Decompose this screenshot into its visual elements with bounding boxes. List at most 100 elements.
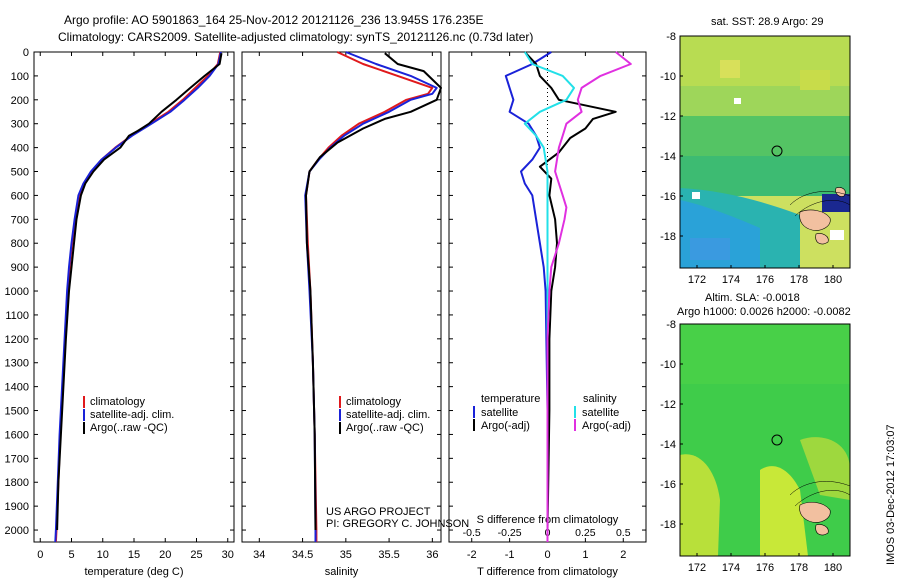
sst-map: 172 174 176 178 180 -8 -10 -12 -14 -16 -18 bbox=[660, 31, 851, 286]
lon-tick-label: 178 bbox=[790, 562, 808, 574]
s-tick-label: -0.25 bbox=[498, 527, 522, 539]
temperature-legend: climatology satellite-adj. clim. Argo(..… bbox=[83, 396, 174, 434]
lon-tick-label: 178 bbox=[790, 274, 808, 286]
lon-tick-label: 176 bbox=[756, 562, 774, 574]
depth-tick-label: 1800 bbox=[5, 477, 29, 489]
legend-satellite-adj: satellite-adj. clim. bbox=[90, 409, 174, 421]
legend-s-argo: Argo(-adj) bbox=[582, 420, 631, 432]
x-tick-label: 36 bbox=[426, 549, 438, 561]
pi-credit: PI: GREGORY C. JOHNSON bbox=[326, 518, 469, 530]
x-axis-label: salinity bbox=[325, 566, 359, 578]
depth-tick-label: 0 bbox=[23, 47, 29, 59]
argo-location-marker bbox=[771, 145, 783, 157]
lat-tick-label: -12 bbox=[660, 111, 676, 123]
legend-temperature-heading: temperature bbox=[481, 393, 540, 405]
legend-argo: Argo(..raw -QC) bbox=[90, 422, 168, 434]
depth-tick-label: 1500 bbox=[5, 406, 29, 418]
legend-argo: Argo(..raw -QC) bbox=[346, 422, 424, 434]
depth-tick-label: 1100 bbox=[5, 310, 29, 322]
sla-map-title-line2: Argo h1000: 0.0026 h2000: -0.0082 bbox=[677, 306, 851, 318]
lat-tick-label: -16 bbox=[660, 479, 676, 491]
salinity-legend: climatology satellite-adj. clim. Argo(..… bbox=[339, 396, 430, 434]
imos-timestamp: IMOS 03-Dec-2012 17:03:07 bbox=[885, 424, 897, 565]
depth-tick-label: 1900 bbox=[5, 501, 29, 513]
figure-title-line1: Argo profile: AO 5901863_164 25-Nov-2012… bbox=[64, 13, 483, 27]
lat-tick-label: -10 bbox=[660, 359, 676, 371]
project-credit: US ARGO PROJECT bbox=[326, 506, 431, 518]
series-line bbox=[56, 53, 223, 531]
sst-map-title: sat. SST: 28.9 Argo: 29 bbox=[711, 16, 824, 28]
series-line bbox=[504, 51, 552, 542]
depth-tick-label: 500 bbox=[11, 167, 29, 179]
lat-tick-label: -16 bbox=[660, 191, 676, 203]
lat-tick-label: -14 bbox=[660, 439, 676, 451]
legend-climatology: climatology bbox=[90, 396, 146, 408]
lat-tick-label: -18 bbox=[660, 519, 676, 531]
x-tick-label: 10 bbox=[97, 549, 109, 561]
x-tick-label: 5 bbox=[68, 549, 74, 561]
series-line bbox=[305, 52, 442, 531]
s-tick-label: 0.5 bbox=[616, 527, 631, 539]
series-line bbox=[523, 51, 575, 542]
lon-tick-label: 174 bbox=[722, 274, 740, 286]
lat-tick-label: -8 bbox=[666, 31, 676, 43]
x-tick-label: 34.5 bbox=[292, 549, 313, 561]
lat-tick-label: -8 bbox=[666, 319, 676, 331]
x-tick-label: 35.5 bbox=[378, 549, 399, 561]
depth-tick-label: 400 bbox=[11, 143, 29, 155]
legend-t-satellite: satellite bbox=[481, 407, 518, 419]
lat-tick-label: -10 bbox=[660, 71, 676, 83]
depth-tick-label: 1400 bbox=[5, 382, 29, 394]
series-line bbox=[54, 51, 222, 543]
legend-salinity-heading: salinity bbox=[583, 393, 617, 405]
argo-location-marker bbox=[771, 434, 783, 446]
depth-tick-label: 1200 bbox=[5, 334, 29, 346]
depth-tick-label: 800 bbox=[11, 238, 29, 250]
x-tick-label: 20 bbox=[159, 549, 171, 561]
depth-tick-label: 300 bbox=[11, 119, 29, 131]
depth-axis: 0 100 200 300 400 500 600 700 800 900 1000 1100 1200… bbox=[5, 47, 29, 537]
lon-tick-label: 176 bbox=[756, 274, 774, 286]
depth-tick-label: 200 bbox=[11, 95, 29, 107]
lat-tick-label: -18 bbox=[660, 231, 676, 243]
x-axis-label: T difference from climatology bbox=[477, 566, 618, 578]
legend-climatology: climatology bbox=[346, 396, 402, 408]
depth-tick-label: 600 bbox=[11, 190, 29, 202]
x-tick-label: 25 bbox=[190, 549, 202, 561]
series-line bbox=[546, 51, 632, 542]
lat-tick-label: -14 bbox=[660, 151, 676, 163]
legend-satellite-adj: satellite-adj. clim. bbox=[346, 409, 430, 421]
x-tick-label: 1 bbox=[582, 549, 588, 561]
sla-map-title-line1: Altim. SLA: -0.0018 bbox=[705, 292, 800, 304]
lon-tick-label: 174 bbox=[722, 562, 740, 574]
salinity-panel: 34 34.5 35 35.5 36 salinity bbox=[241, 51, 442, 578]
figure-title-line2: Climatology: CARS2009. Satellite-adjuste… bbox=[58, 30, 533, 44]
legend-s-satellite: satellite bbox=[582, 407, 619, 419]
difference-panel: -2 -1 0 1 2T difference from climatology -0.5… bbox=[448, 51, 647, 578]
x-tick-label: 15 bbox=[128, 549, 140, 561]
sla-map: 172 174 176 178 180 -8 -10 -12 -14 -16 -18 bbox=[660, 319, 851, 574]
lon-tick-label: 172 bbox=[688, 562, 706, 574]
legend-t-argo: Argo(-adj) bbox=[481, 420, 530, 432]
x-tick-label: 34 bbox=[253, 549, 265, 561]
depth-tick-label: 700 bbox=[11, 214, 29, 226]
depth-tick-label: 2000 bbox=[5, 525, 29, 537]
series-line bbox=[54, 51, 222, 543]
lon-tick-label: 180 bbox=[824, 562, 842, 574]
lon-tick-label: 180 bbox=[824, 274, 842, 286]
lat-tick-label: -12 bbox=[660, 399, 676, 411]
depth-tick-label: 1300 bbox=[5, 358, 29, 370]
x-tick-label: 0 bbox=[544, 549, 550, 561]
x-tick-label: 35 bbox=[340, 549, 352, 561]
difference-legend: temperature salinity satellite Argo(-adj… bbox=[473, 393, 631, 432]
x-tick-label: 30 bbox=[222, 549, 234, 561]
x-tick-label: -2 bbox=[467, 549, 477, 561]
plot-frame bbox=[241, 51, 442, 543]
series-line bbox=[524, 51, 617, 531]
lon-tick-label: 172 bbox=[688, 274, 706, 286]
depth-tick-label: 1700 bbox=[5, 453, 29, 465]
s-tick-label: 0.25 bbox=[575, 527, 596, 539]
x-tick-label: 0 bbox=[37, 549, 43, 561]
x-tick-label: -1 bbox=[505, 549, 515, 561]
